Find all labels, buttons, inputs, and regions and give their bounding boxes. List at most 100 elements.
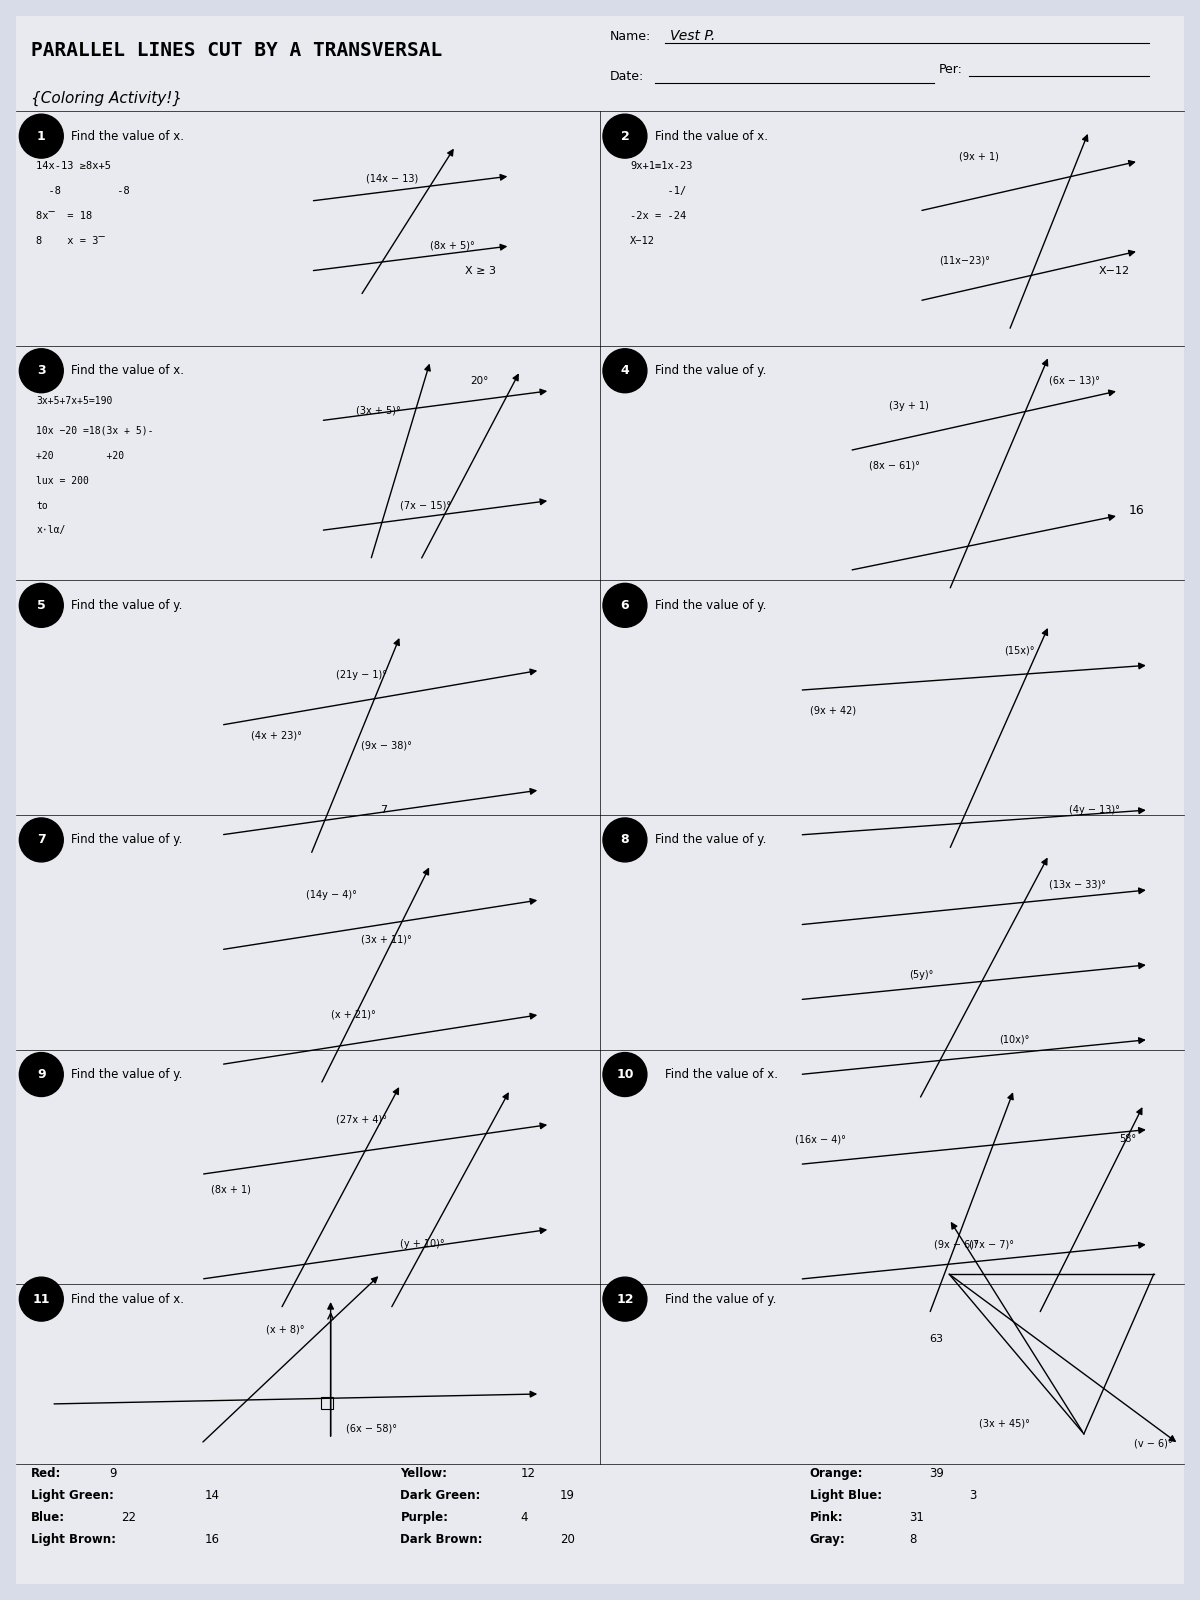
Text: (x + 8)°: (x + 8)° xyxy=(265,1325,305,1334)
Text: Find the value of x.: Find the value of x. xyxy=(71,365,185,378)
Text: X ≥ 3: X ≥ 3 xyxy=(466,266,497,275)
Text: lux = 200: lux = 200 xyxy=(36,475,89,485)
Text: Find the value of y.: Find the value of y. xyxy=(655,598,767,611)
Text: 1: 1 xyxy=(37,130,46,142)
Circle shape xyxy=(602,818,647,862)
Text: Red:: Red: xyxy=(31,1467,61,1480)
Circle shape xyxy=(19,114,64,158)
Text: Vest P.: Vest P. xyxy=(670,29,715,43)
Text: (14y − 4)°: (14y − 4)° xyxy=(306,890,356,899)
Text: (y + 10)°: (y + 10)° xyxy=(401,1240,445,1250)
Text: 31: 31 xyxy=(910,1512,924,1525)
Text: (3x + 5)°: (3x + 5)° xyxy=(355,406,401,416)
Text: 16: 16 xyxy=(205,1533,220,1546)
Text: 14: 14 xyxy=(205,1490,220,1502)
Circle shape xyxy=(602,1053,647,1096)
Text: 14x-13 ≥8x+5: 14x-13 ≥8x+5 xyxy=(36,162,112,171)
Circle shape xyxy=(602,114,647,158)
Text: Find the value of y.: Find the value of y. xyxy=(665,1293,776,1306)
Text: Find the value of x.: Find the value of x. xyxy=(655,130,768,142)
Text: (v − 6)°: (v − 6)° xyxy=(1134,1438,1172,1450)
Text: 58°: 58° xyxy=(1118,1134,1136,1144)
Text: (3y + 1): (3y + 1) xyxy=(889,400,929,411)
Text: (13x − 33)°: (13x − 33)° xyxy=(1049,880,1106,890)
Text: (8x + 1): (8x + 1) xyxy=(211,1184,251,1194)
Text: 22: 22 xyxy=(121,1512,136,1525)
Text: 39: 39 xyxy=(929,1467,944,1480)
Text: (8x + 5)°: (8x + 5)° xyxy=(431,242,475,251)
Bar xyxy=(320,1397,332,1410)
Text: Blue:: Blue: xyxy=(31,1512,66,1525)
Text: 9x+1≡1x-23: 9x+1≡1x-23 xyxy=(630,162,692,171)
Text: (9x + 1): (9x + 1) xyxy=(959,150,1000,162)
Text: Find the value of x.: Find the value of x. xyxy=(665,1069,778,1082)
Circle shape xyxy=(19,1277,64,1322)
Text: 10x −20 =18(3x + 5)-: 10x −20 =18(3x + 5)- xyxy=(36,426,154,435)
Text: 3: 3 xyxy=(970,1490,977,1502)
Text: 8x̅  = 18: 8x̅ = 18 xyxy=(36,211,92,221)
Text: (6x − 13)°: (6x − 13)° xyxy=(1049,376,1100,386)
Text: Find the value of y.: Find the value of y. xyxy=(71,1069,182,1082)
Text: (8x − 61)°: (8x − 61)° xyxy=(869,461,920,470)
Text: (9x − 6)°: (9x − 6)° xyxy=(935,1240,979,1250)
Text: 7: 7 xyxy=(380,805,388,814)
Text: (7x − 7)°: (7x − 7)° xyxy=(970,1240,1014,1250)
Text: 9: 9 xyxy=(109,1467,116,1480)
Text: x⋅lα/: x⋅lα/ xyxy=(36,525,66,536)
Text: (3x + 45)°: (3x + 45)° xyxy=(979,1419,1030,1429)
Text: Yellow:: Yellow: xyxy=(401,1467,448,1480)
Text: Find the value of x.: Find the value of x. xyxy=(71,130,185,142)
Circle shape xyxy=(602,1277,647,1322)
Text: (9x − 38)°: (9x − 38)° xyxy=(360,741,412,750)
Text: 4: 4 xyxy=(520,1512,528,1525)
Text: 4: 4 xyxy=(620,365,629,378)
Text: Gray:: Gray: xyxy=(810,1533,845,1546)
Text: 8    x = 3̅: 8 x = 3̅ xyxy=(36,235,106,246)
Text: X−12: X−12 xyxy=(630,235,655,246)
Text: (14x − 13): (14x − 13) xyxy=(366,173,418,182)
Text: 12: 12 xyxy=(520,1467,535,1480)
Text: Light Brown:: Light Brown: xyxy=(31,1533,116,1546)
Text: Dark Green:: Dark Green: xyxy=(401,1490,481,1502)
Text: (4y − 13)°: (4y − 13)° xyxy=(1069,805,1120,814)
Text: (7x − 15)°: (7x − 15)° xyxy=(401,501,451,510)
Text: (10x)°: (10x)° xyxy=(1000,1035,1030,1045)
FancyBboxPatch shape xyxy=(17,16,1183,1584)
Text: (21y − 1)°: (21y − 1)° xyxy=(336,670,386,680)
Text: 19: 19 xyxy=(560,1490,575,1502)
Text: -1/: -1/ xyxy=(630,186,686,197)
Text: Name:: Name: xyxy=(610,30,652,43)
Text: -2x = -24: -2x = -24 xyxy=(630,211,686,221)
Text: 8: 8 xyxy=(620,834,629,846)
Text: 3: 3 xyxy=(37,365,46,378)
Text: (x + 21)°: (x + 21)° xyxy=(331,1010,376,1019)
Text: -8         -8: -8 -8 xyxy=(36,186,130,197)
Text: (15x)°: (15x)° xyxy=(1004,645,1034,656)
Text: 20: 20 xyxy=(560,1533,575,1546)
Text: 2: 2 xyxy=(620,130,629,142)
Circle shape xyxy=(602,584,647,627)
Text: +20         +20: +20 +20 xyxy=(36,451,125,461)
Text: Pink:: Pink: xyxy=(810,1512,844,1525)
Circle shape xyxy=(19,818,64,862)
Text: (11x−23)°: (11x−23)° xyxy=(940,256,990,266)
Text: (5y)°: (5y)° xyxy=(910,970,934,979)
Text: (27x + 4)°: (27x + 4)° xyxy=(336,1115,386,1125)
Text: 11: 11 xyxy=(32,1293,50,1306)
Text: (4x + 23)°: (4x + 23)° xyxy=(251,730,301,741)
Text: 20°: 20° xyxy=(470,376,488,386)
Text: Light Green:: Light Green: xyxy=(31,1490,114,1502)
Text: (6x − 58)°: (6x − 58)° xyxy=(346,1424,396,1434)
Text: Date:: Date: xyxy=(610,70,644,83)
Text: Find the value of y.: Find the value of y. xyxy=(655,834,767,846)
Text: Find the value of y.: Find the value of y. xyxy=(71,598,182,611)
Text: {Coloring Activity!}: {Coloring Activity!} xyxy=(31,91,182,107)
Circle shape xyxy=(19,1053,64,1096)
Text: 3x+5+7x+5=190: 3x+5+7x+5=190 xyxy=(36,395,113,406)
Text: PARALLEL LINES CUT BY A TRANSVERSAL: PARALLEL LINES CUT BY A TRANSVERSAL xyxy=(31,42,443,61)
Text: 9: 9 xyxy=(37,1069,46,1082)
Text: Per:: Per: xyxy=(940,62,964,75)
Text: 5: 5 xyxy=(37,598,46,611)
Text: Dark Brown:: Dark Brown: xyxy=(401,1533,482,1546)
Circle shape xyxy=(19,584,64,627)
